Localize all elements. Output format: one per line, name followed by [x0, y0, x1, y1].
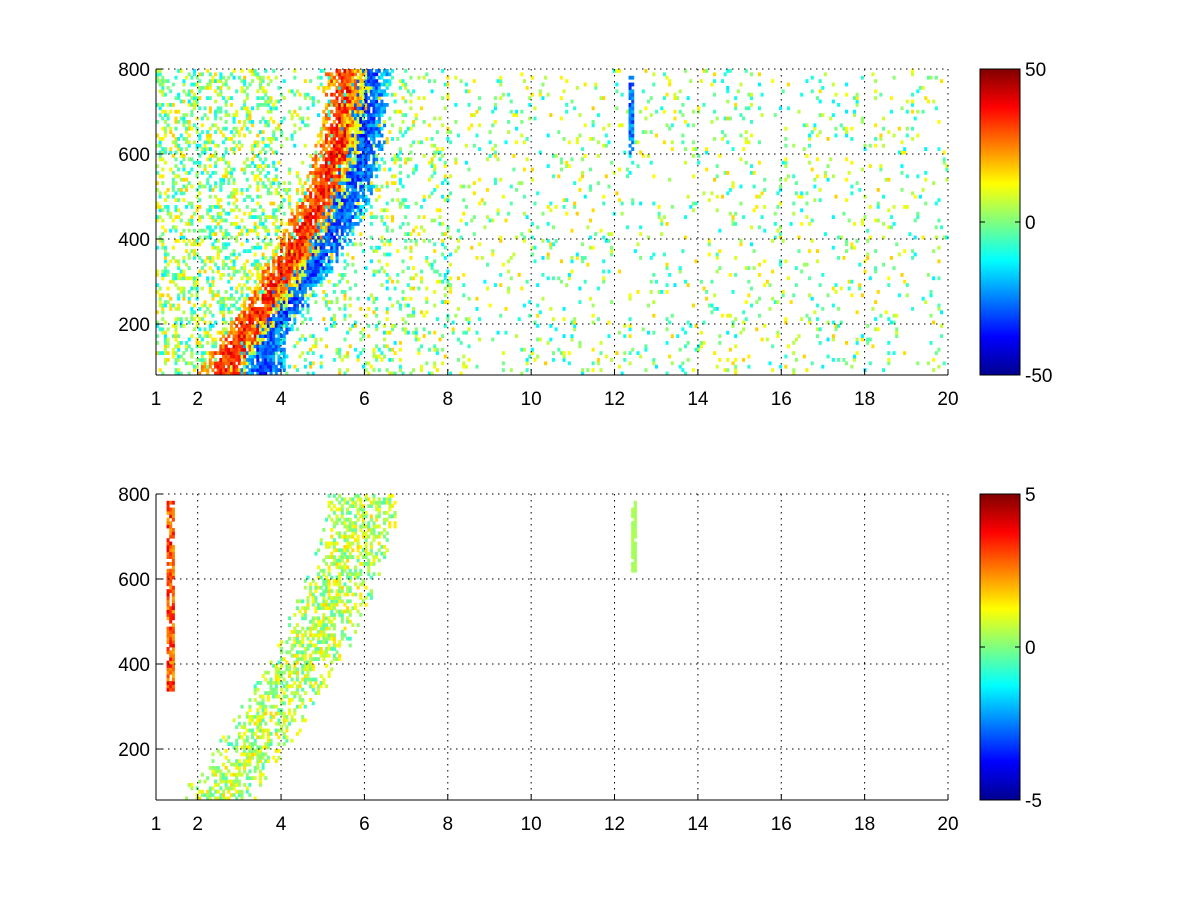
x-tick-label: 10 — [521, 389, 542, 410]
x-tick-label: 12 — [604, 389, 625, 410]
x-tick-label: 20 — [937, 814, 958, 835]
x-tick-label: 2 — [192, 814, 203, 835]
x-tick-label: 4 — [276, 389, 287, 410]
colorbar: -50 0 50 — [979, 60, 1052, 387]
colorbar-gradient — [979, 68, 1021, 376]
x-tick-label: 10 — [521, 814, 542, 835]
grid-lines — [156, 493, 949, 800]
heatmap-cells — [156, 69, 949, 376]
x-tick-label: 2 — [192, 389, 203, 410]
x-tick-label: 1 — [151, 389, 162, 410]
colorbar-tick-label: -5 — [1025, 791, 1042, 812]
x-tick-label: 12 — [604, 814, 625, 835]
x-tick-label: 1 — [151, 814, 162, 835]
x-tick-label: 6 — [359, 389, 370, 410]
x-tick-label: 4 — [276, 814, 287, 835]
x-tick-label: 18 — [854, 389, 875, 410]
y-tick-label: 200 — [118, 740, 150, 761]
x-tick-label: 20 — [937, 389, 958, 410]
colorbar: -5 0 5 — [979, 485, 1042, 812]
grid-lines — [156, 68, 949, 375]
x-tick-label: 16 — [771, 389, 792, 410]
colorbar-tick-label: 50 — [1025, 60, 1046, 81]
x-tick-label: 14 — [687, 814, 709, 835]
y-tick-label: 800 — [118, 60, 150, 81]
colorbar-tick-label: 0 — [1025, 638, 1036, 659]
colorbar-tick-label: -50 — [1025, 366, 1052, 387]
x-tick-label: 18 — [854, 814, 875, 835]
y-tick-label: 200 — [118, 315, 150, 336]
y-tick-label: 600 — [118, 570, 150, 591]
y-tick-label: 400 — [118, 230, 150, 251]
x-tick-label: 6 — [359, 814, 370, 835]
y-tick-label: 400 — [118, 655, 150, 676]
colorbar-gradient — [979, 493, 1021, 801]
colorbar-tick-label: 0 — [1025, 213, 1036, 234]
x-tick-label: 16 — [771, 814, 792, 835]
colorbar-tick-label: 5 — [1025, 485, 1036, 506]
y-tick-label: 800 — [118, 485, 150, 506]
heatmap-cells — [166, 494, 637, 801]
x-tick-label: 8 — [443, 389, 454, 410]
x-tick-label: 8 — [443, 814, 454, 835]
y-tick-label: 600 — [118, 145, 150, 166]
x-tick-label: 14 — [687, 389, 709, 410]
